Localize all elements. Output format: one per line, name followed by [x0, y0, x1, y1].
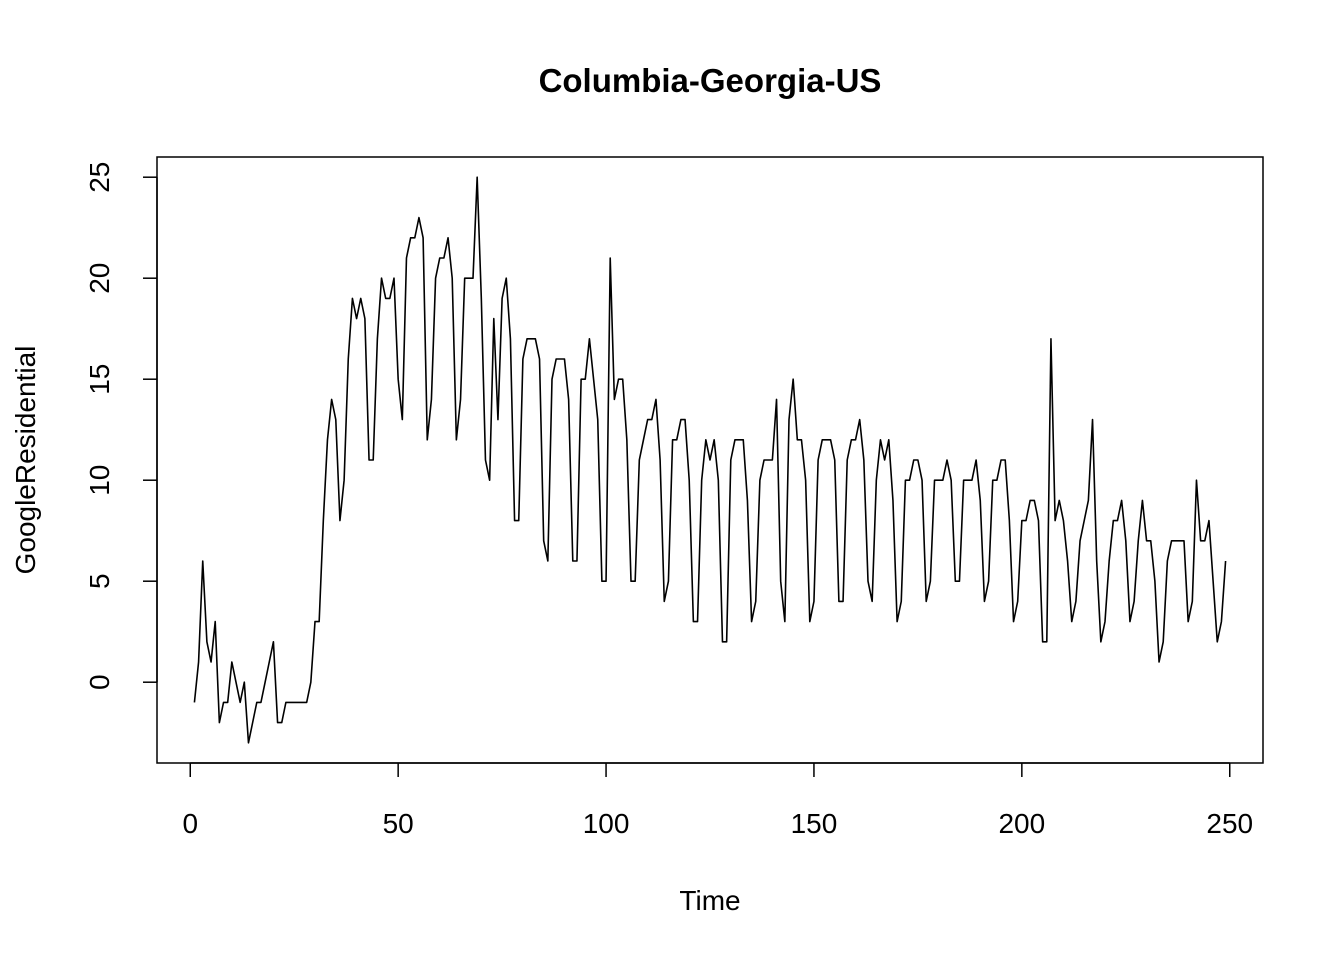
x-tick-label: 250 — [1206, 808, 1253, 839]
x-tick-label: 100 — [583, 808, 630, 839]
y-tick-label: 10 — [84, 465, 115, 496]
x-axis: 0 50 100 150 200 250 — [182, 762, 1253, 839]
chart-title: Columbia-Georgia-US — [539, 62, 882, 99]
y-tick-label: 15 — [84, 364, 115, 395]
y-tick-label: 20 — [84, 263, 115, 294]
y-tick-label: 25 — [84, 162, 115, 193]
x-tick-label: 150 — [791, 808, 838, 839]
x-tick-label: 0 — [182, 808, 198, 839]
x-axis-label: Time — [679, 885, 740, 916]
y-tick-label: 0 — [84, 674, 115, 690]
y-tick-label: 5 — [84, 573, 115, 589]
x-tick-label: 50 — [383, 808, 414, 839]
series-line — [193, 176, 1227, 744]
y-axis: 0 5 10 15 20 25 — [84, 162, 158, 690]
y-axis-label: GoogleResidential — [10, 346, 41, 575]
x-tick-label: 200 — [998, 808, 1045, 839]
